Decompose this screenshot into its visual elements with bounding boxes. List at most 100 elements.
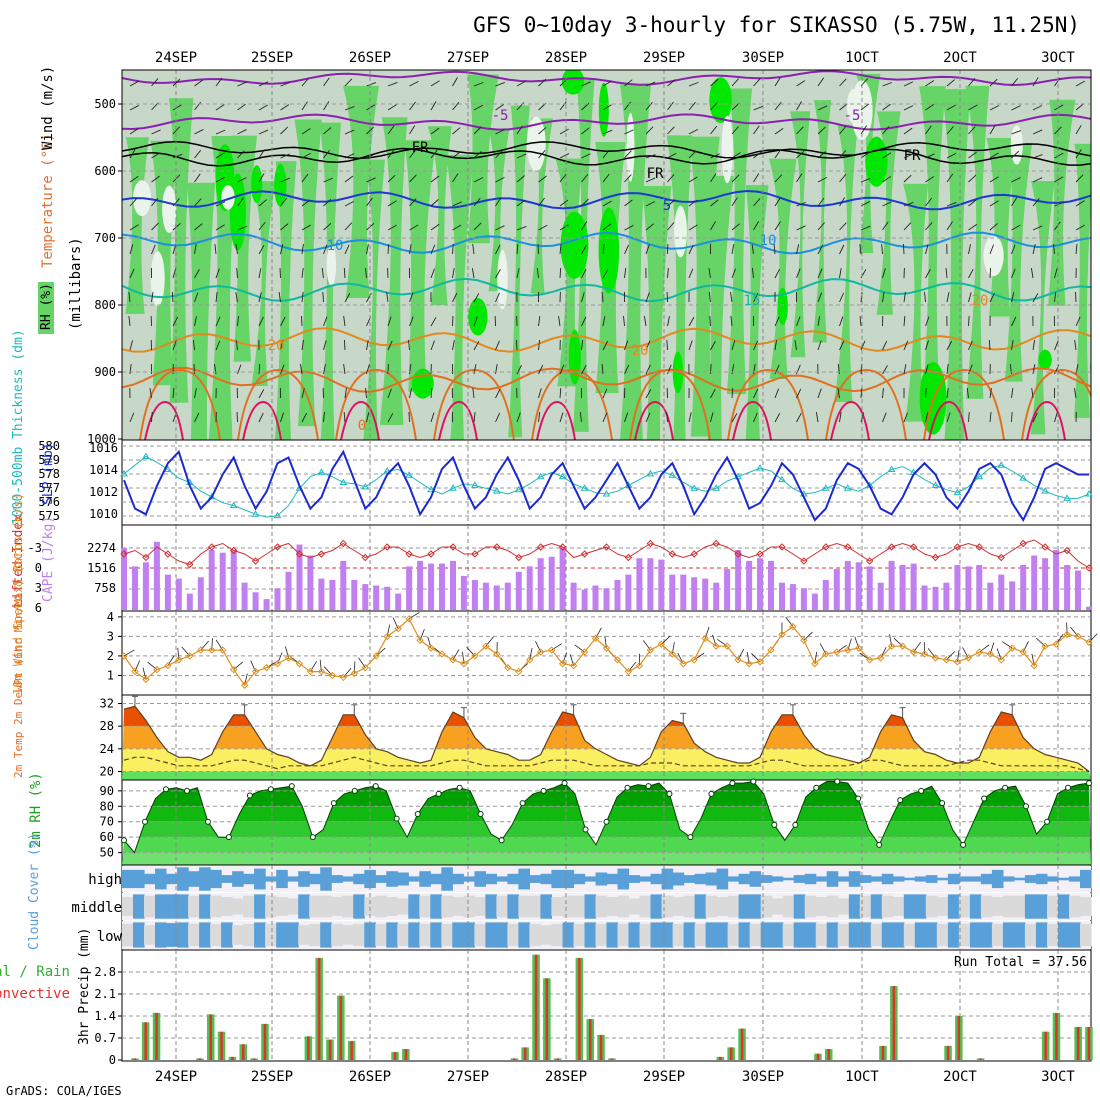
cloud-cell	[870, 876, 883, 882]
cape-bar	[855, 562, 862, 610]
wind-barb	[452, 77, 458, 87]
cape-bar	[932, 586, 939, 610]
cloud-cell	[1069, 876, 1081, 882]
wind-barb	[601, 364, 604, 375]
wind-barb	[344, 106, 355, 111]
wind-barb	[278, 292, 281, 303]
wind-barb	[215, 201, 226, 207]
wind-speed-marker	[931, 654, 940, 662]
wind-barb	[194, 412, 200, 423]
wind-barb	[538, 78, 547, 87]
axis-tick-label: 60	[100, 830, 114, 844]
wind-barb	[536, 268, 539, 279]
wind-barb	[602, 80, 612, 87]
rh-mid-region	[619, 84, 651, 440]
thickness-marker	[383, 466, 392, 474]
wind-barb	[344, 175, 354, 183]
wind-barb	[688, 128, 699, 135]
wind-barb	[903, 243, 905, 255]
wind-barb	[602, 149, 610, 159]
cloud-cell	[188, 871, 200, 887]
cloud-cell	[859, 895, 872, 918]
wind-barb	[149, 388, 152, 399]
cape-bar	[570, 582, 577, 610]
run-total-label: Run Total = 37.56	[954, 955, 1087, 970]
wind-barb	[624, 412, 629, 423]
top-date-label: 3OCT	[1041, 50, 1075, 66]
top-date-label: 25SEP	[251, 50, 293, 66]
wind-speed-marker	[251, 667, 260, 676]
precip-convective-bar	[599, 1034, 603, 1060]
wind-barb	[258, 316, 264, 327]
wind-barb	[452, 151, 461, 159]
wind-barb	[903, 81, 914, 87]
cloud-cell	[947, 922, 960, 948]
cloud-cell	[1080, 923, 1092, 947]
wind-speed-marker	[405, 615, 413, 623]
cloud-level-label: high	[88, 872, 122, 888]
cloud-cell	[133, 894, 145, 919]
wind-barb	[859, 244, 862, 255]
wind-barb	[495, 197, 502, 207]
wind-barb	[258, 412, 264, 423]
wind-barb	[708, 292, 711, 303]
wind-barb	[366, 104, 376, 111]
cape-bar	[636, 558, 643, 610]
rh-marker	[540, 787, 547, 794]
wind-barb	[1011, 292, 1015, 303]
wind-barb	[710, 173, 717, 183]
wind-barb	[796, 150, 805, 159]
surface-wind-barb	[319, 659, 322, 672]
rh-marker	[729, 780, 736, 787]
wind-barb	[645, 126, 654, 135]
wind-barb	[129, 80, 139, 87]
cloud-cell	[705, 922, 718, 948]
wind-barb	[495, 292, 500, 303]
cloud-cell	[474, 871, 486, 887]
wind-barb	[559, 153, 570, 159]
rh-mid-region	[641, 186, 672, 440]
rh-marker	[414, 811, 421, 817]
wind-barb	[516, 268, 520, 279]
cloud-cell	[639, 895, 652, 918]
cape-bar	[428, 563, 435, 610]
lifted-index-marker	[1063, 546, 1071, 555]
cloud-cell	[529, 923, 541, 947]
cloud-cell	[452, 873, 464, 885]
wind-barb	[989, 105, 1000, 111]
cape-bar	[493, 585, 500, 610]
axis-tick-label: 50	[100, 846, 114, 860]
wind-barb	[1030, 268, 1034, 279]
wind-barb	[731, 223, 741, 231]
hot-contour	[634, 400, 674, 440]
rh-low-region	[526, 116, 546, 172]
cloud-cell	[474, 897, 486, 916]
rh-marker	[834, 778, 841, 785]
thickness-tick-label: 580	[38, 439, 60, 453]
thickness-marker	[1019, 474, 1028, 481]
cloud-cell	[727, 895, 740, 918]
cape-bar	[691, 577, 698, 610]
wind-barb	[817, 177, 828, 183]
cape-bar	[757, 558, 763, 610]
rh-legend-swatch	[38, 282, 54, 334]
wind-barb	[925, 387, 927, 399]
contour-label: -5	[492, 108, 509, 124]
wind-barb	[172, 244, 177, 255]
bottom-date-axis: 24SEP 25SEP 26SEP 27SEP 28SEP 29SEP 30SEP 1OCT 2…	[155, 1069, 1076, 1085]
cape-bar	[559, 547, 566, 610]
cloud-cell	[606, 873, 619, 885]
cape-bar	[1064, 565, 1071, 610]
cloud-cell	[903, 877, 916, 881]
rh-marker	[771, 821, 778, 828]
wind-speed-marker	[273, 660, 282, 668]
wind-barb	[710, 153, 720, 159]
wind-barb	[258, 129, 269, 135]
cloud-cell	[727, 876, 740, 882]
wind-speed-marker	[383, 632, 391, 641]
thickness-marker	[492, 487, 501, 494]
wind-speed-marker	[986, 650, 995, 658]
wind-speed-marker	[898, 642, 907, 650]
axis-tick-label: 3	[107, 629, 114, 643]
wind-barb	[473, 341, 480, 351]
